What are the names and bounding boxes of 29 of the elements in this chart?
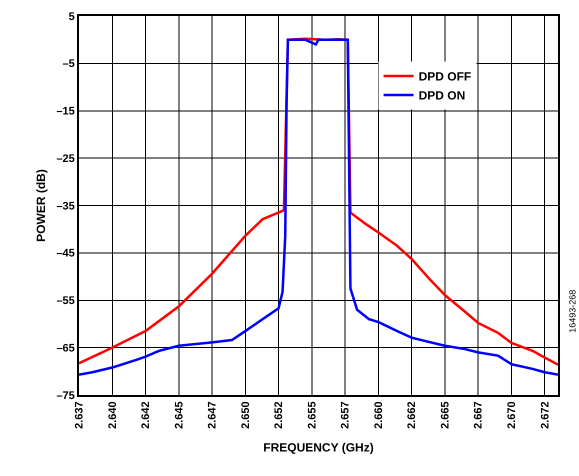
y-tick-label: –25 — [56, 152, 75, 165]
legend-label: DPD ON — [418, 88, 466, 103]
x-tick-label: 2.637 — [74, 401, 86, 429]
x-tick-label: 2.670 — [506, 401, 518, 429]
y-axis-title: POWER (dB) — [34, 169, 48, 242]
x-tick-label: 2.647 — [206, 401, 219, 429]
y-tick-label: –15 — [56, 106, 75, 118]
x-tick-label: 2.642 — [140, 401, 152, 429]
x-tick-label: 2.667 — [472, 401, 485, 429]
x-tick-label: 2.665 — [439, 401, 452, 429]
x-tick-label: 2.657 — [340, 401, 352, 429]
x-tick-label: 2.655 — [306, 401, 318, 429]
x-tick-label: 2.660 — [372, 401, 385, 429]
x-axis-title: FREQUENCY (GHz) — [263, 440, 374, 454]
y-tick-label: –5 — [62, 58, 75, 70]
y-tick-label: –35 — [56, 200, 75, 212]
y-tick-label: –65 — [56, 342, 75, 354]
x-tick-label: 2.650 — [240, 401, 252, 429]
y-tick-label: –55 — [56, 295, 75, 308]
x-tick-label: 2.652 — [273, 401, 286, 429]
text: 16493-268 — [568, 290, 578, 333]
y-tick-label: –45 — [56, 248, 75, 260]
x-tick-label: 2.645 — [173, 401, 186, 429]
legend-label: DPD OFF — [418, 70, 472, 84]
x-tick-label: 2.662 — [406, 401, 418, 429]
y-tick-label: –75 — [56, 390, 75, 402]
x-tick-label: 2.640 — [106, 401, 119, 429]
y-tick-label: 5 — [68, 10, 75, 23]
x-tick-label: 2.672 — [539, 401, 552, 429]
